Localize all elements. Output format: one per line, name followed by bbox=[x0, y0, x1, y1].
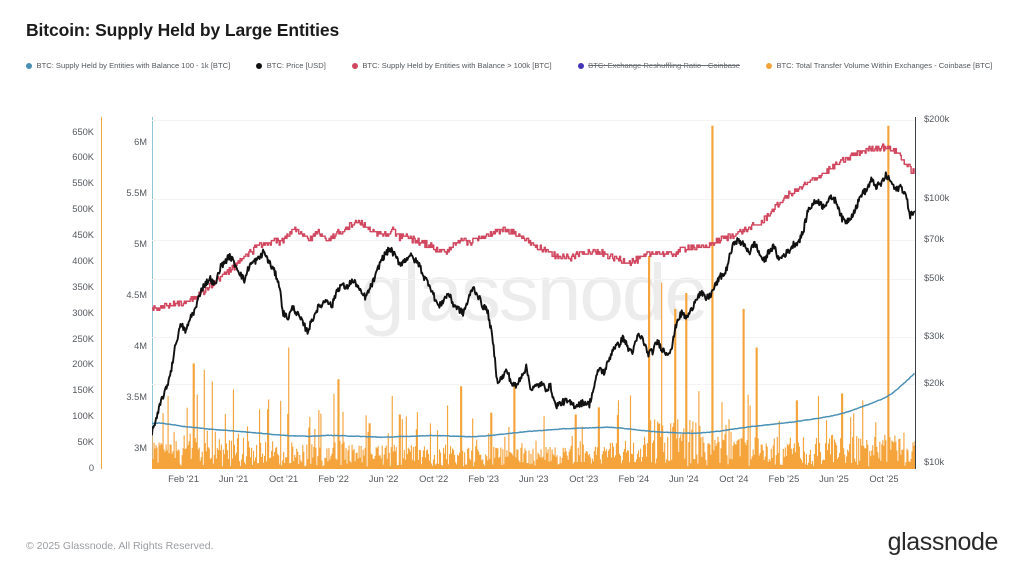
left-outer-tick-label: 100K bbox=[72, 411, 94, 422]
right-tick-label: $70k bbox=[924, 234, 945, 245]
plot-area: glassnode bbox=[152, 117, 915, 469]
left-outer-tick-label: 450K bbox=[72, 230, 94, 241]
footer-logo: glassnode bbox=[887, 528, 999, 556]
grid-line bbox=[152, 119, 915, 121]
left-outer-tick-label: 300K bbox=[72, 307, 94, 318]
left-outer-tick-label: 50K bbox=[77, 437, 94, 448]
x-axis-tick-label: Feb '21 bbox=[168, 474, 199, 484]
grid-line bbox=[152, 240, 915, 242]
grid-line bbox=[152, 383, 915, 385]
x-axis-tick-label: Oct '24 bbox=[719, 474, 749, 484]
legend-dot-icon bbox=[765, 62, 772, 69]
x-axis-tick-label: Jun '24 bbox=[668, 474, 699, 484]
left-inner-tick-label: 6M bbox=[134, 136, 147, 147]
left-inner-axis-line bbox=[151, 117, 153, 469]
chart-legend: BTC: Supply Held by Entities with Balanc… bbox=[26, 62, 998, 70]
price-line bbox=[152, 172, 914, 434]
left-outer-tick-label: 600K bbox=[72, 152, 94, 163]
transfer-volume-bar bbox=[152, 125, 915, 469]
x-axis-tick-label: Jun '25 bbox=[819, 474, 849, 484]
legend-item-label: BTC: Supply Held by Entities with Balanc… bbox=[36, 61, 231, 70]
legend-item-2[interactable]: BTC: Supply Held by Entities with Balanc… bbox=[351, 61, 552, 70]
legend-item-label: BTC: Exchange Reshuffling Ratio - Coinba… bbox=[588, 61, 740, 70]
right-tick-label: $200k bbox=[924, 113, 950, 124]
left-outer-tick-label: 400K bbox=[72, 255, 94, 266]
x-axis-tick-label: Oct '23 bbox=[569, 474, 599, 484]
left-inner-tick-label: 4M bbox=[134, 340, 147, 351]
x-axis-tick-label: Feb '25 bbox=[768, 474, 800, 484]
left-outer-axis-line bbox=[101, 117, 103, 469]
series-canvas bbox=[152, 125, 915, 469]
supply-100-1k-line bbox=[152, 374, 914, 438]
x-axis-tick-label: Feb '22 bbox=[318, 474, 349, 484]
legend-item-3[interactable]: BTC: Exchange Reshuffling Ratio - Coinba… bbox=[577, 61, 740, 70]
legend-item-0[interactable]: BTC: Supply Held by Entities with Balanc… bbox=[26, 62, 230, 70]
legend-item-1[interactable]: BTC: Price [USD] bbox=[256, 62, 326, 70]
page-title: Bitcoin: Supply Held by Large Entities bbox=[26, 20, 340, 40]
x-axis-tick-label: Jun '23 bbox=[518, 474, 549, 484]
supply-100k-line bbox=[152, 144, 914, 310]
x-axis-tick-label: Oct '22 bbox=[419, 474, 449, 484]
left-outer-tick-label: 550K bbox=[72, 178, 94, 189]
left-inner-tick-label: 5M bbox=[134, 238, 147, 249]
x-axis-tick-label: Feb '24 bbox=[618, 474, 650, 484]
grid-line bbox=[152, 199, 915, 201]
legend-dot-icon bbox=[351, 62, 358, 69]
legend-item-4[interactable]: BTC: Total Transfer Volume Within Exchan… bbox=[765, 61, 993, 70]
legend-dot-icon bbox=[256, 62, 263, 69]
right-tick-label: $50k bbox=[924, 272, 945, 283]
left-outer-tick-label: 200K bbox=[72, 359, 94, 370]
left-outer-tick-label: 150K bbox=[72, 385, 94, 396]
x-axis-tick-label: Oct '25 bbox=[869, 474, 899, 484]
right-tick-label: $10k bbox=[924, 457, 945, 468]
left-outer-tick-label: 350K bbox=[72, 281, 94, 292]
left-outer-tick-label: 650K bbox=[72, 126, 94, 137]
left-inner-tick-label: 3.5M bbox=[126, 391, 147, 402]
left-inner-tick-label: 4.5M bbox=[126, 289, 147, 300]
right-tick-label: $20k bbox=[924, 377, 945, 388]
plot-clip: glassnode bbox=[152, 117, 915, 469]
legend-item-label: BTC: Total Transfer Volume Within Exchan… bbox=[776, 61, 993, 70]
left-outer-tick-label: 250K bbox=[72, 333, 94, 344]
right-axis-line bbox=[915, 117, 917, 469]
footer-copyright: © 2025 Glassnode. All Rights Reserved. bbox=[26, 540, 214, 552]
legend-item-label: BTC: Price [USD] bbox=[266, 61, 326, 70]
grid-line bbox=[152, 278, 915, 280]
legend-dot-icon bbox=[26, 62, 32, 69]
x-axis-tick-label: Jun '21 bbox=[218, 474, 249, 484]
left-outer-tick-label: 0 bbox=[88, 463, 94, 473]
right-tick-label: $30k bbox=[924, 331, 945, 342]
left-inner-tick-label: 5.5M bbox=[126, 187, 147, 198]
x-axis-tick-label: Oct '21 bbox=[268, 474, 299, 484]
grid-line bbox=[152, 337, 915, 339]
left-outer-tick-label: 500K bbox=[72, 204, 94, 215]
transfer-volume-bars bbox=[152, 125, 915, 469]
legend-dot-icon bbox=[577, 62, 584, 69]
x-axis-tick-label: Jun '22 bbox=[368, 474, 399, 484]
right-tick-label: $100k bbox=[924, 193, 950, 204]
left-inner-tick-label: 3M bbox=[134, 442, 147, 453]
legend-item-label: BTC: Supply Held by Entities with Balanc… bbox=[362, 61, 552, 70]
x-axis-tick-label: Feb '23 bbox=[468, 474, 500, 484]
